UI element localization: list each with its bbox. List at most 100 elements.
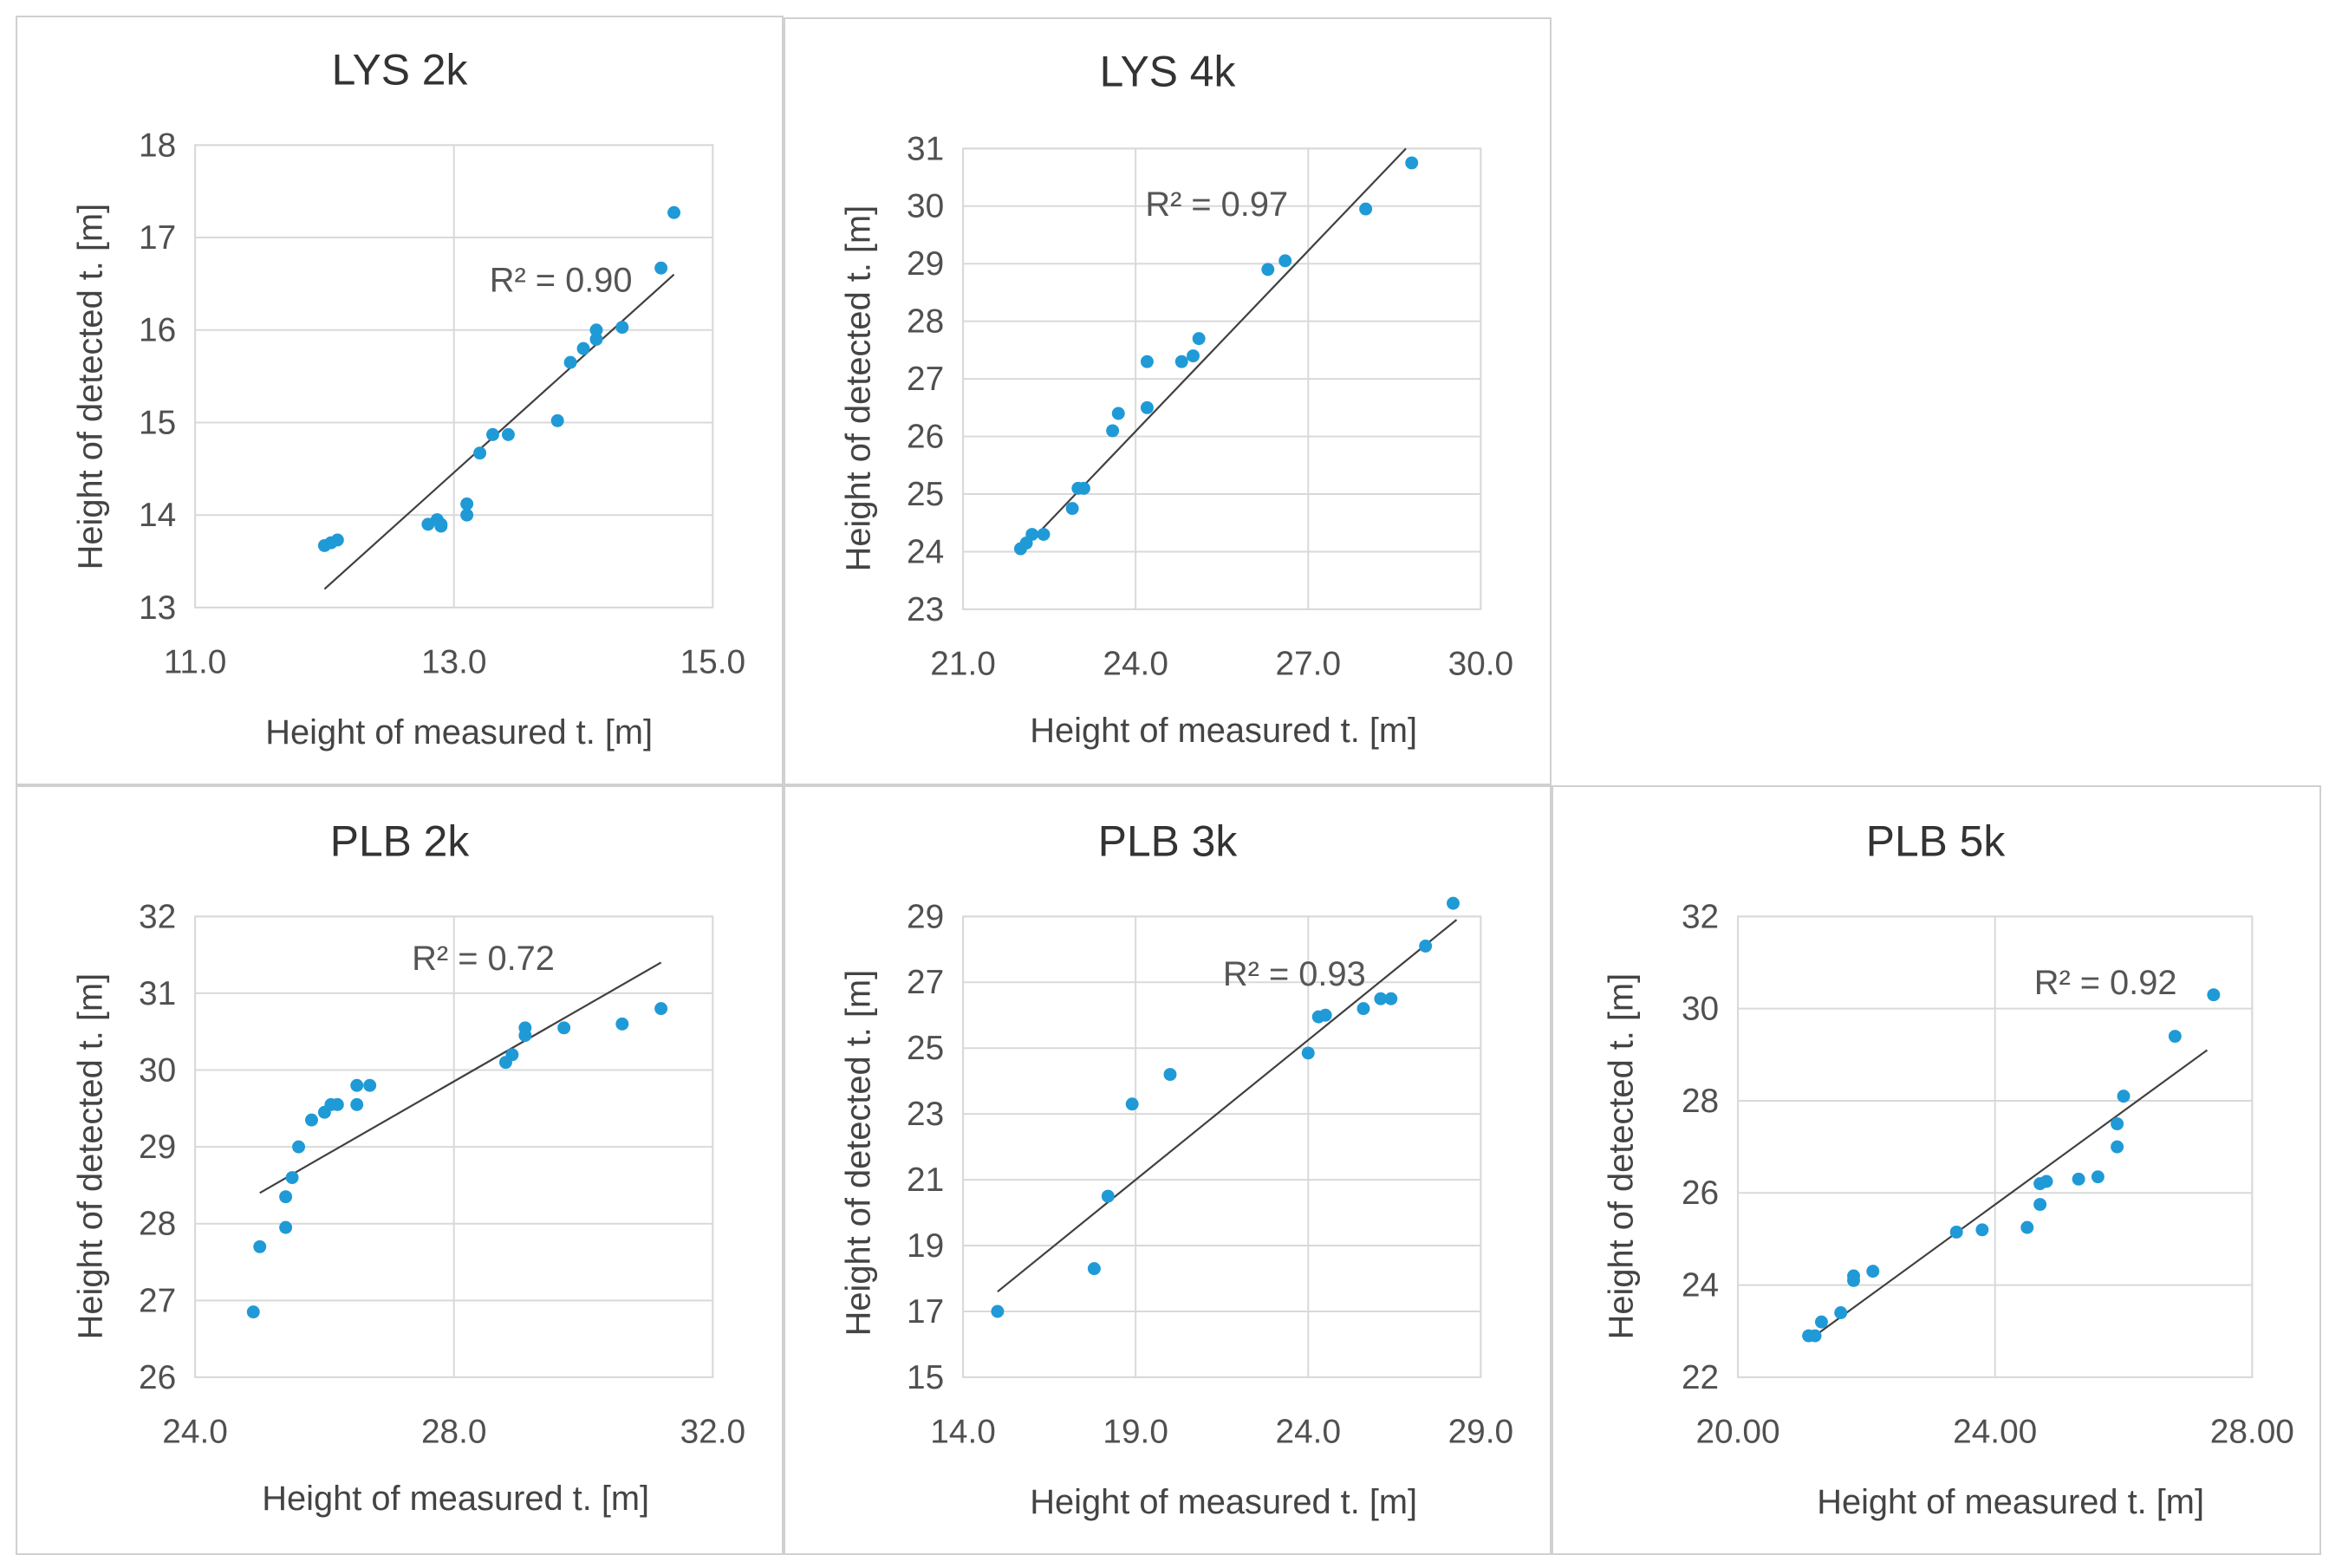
data-point (350, 1097, 364, 1111)
trendline (997, 919, 1458, 1293)
y-tick-label: 25 (907, 1030, 944, 1067)
data-point (505, 1048, 519, 1062)
y-tick-label: 17 (139, 219, 176, 257)
data-point (1187, 349, 1200, 363)
data-point (1447, 896, 1460, 910)
data-point (486, 427, 499, 441)
data-point (292, 1140, 305, 1154)
y-tick-label: 31 (139, 975, 176, 1012)
data-point (1866, 1265, 1880, 1278)
plot-area (962, 896, 1482, 1378)
chart-panel-plb-5k: PLB 5k Height of measured t. [m] Height … (1552, 785, 2321, 1555)
data-point (667, 205, 681, 219)
data-point (246, 1305, 260, 1319)
plot-frame (1737, 915, 2254, 1378)
data-point (279, 1190, 293, 1204)
data-point (1359, 202, 1373, 216)
x-tick-label: 29.0 (1448, 1414, 1514, 1451)
data-point (1814, 1315, 1828, 1329)
data-point (1065, 502, 1079, 516)
data-point (350, 1078, 364, 1092)
x-tick-label: 21.0 (930, 646, 996, 683)
r-squared-label: R² = 0.92 (2034, 964, 2177, 1002)
data-point (434, 519, 448, 533)
data-point (615, 321, 629, 335)
r-squared-label: R² = 0.90 (490, 262, 633, 300)
y-tick-label: 29 (907, 898, 944, 935)
data-point (589, 323, 603, 337)
plot-frame (962, 915, 1482, 1378)
y-tick-label: 27 (139, 1282, 176, 1319)
data-point (285, 1171, 299, 1185)
data-point (615, 1017, 629, 1031)
y-tick-label: 21 (907, 1161, 944, 1199)
data-point (1106, 424, 1120, 438)
y-tick-label: 23 (907, 1096, 944, 1133)
data-point (1301, 1046, 1315, 1060)
data-point (1037, 528, 1051, 541)
x-tick-label: 24.00 (1953, 1414, 2037, 1451)
data-point (2111, 1140, 2124, 1154)
data-point (2111, 1117, 2124, 1131)
r-squared-label: R² = 0.72 (412, 940, 555, 978)
data-point (473, 446, 487, 460)
data-point (2033, 1198, 2047, 1212)
plot-frame (194, 144, 714, 608)
chart-title: PLB 5k (1866, 817, 2006, 866)
x-tick-label: 27.0 (1275, 646, 1341, 683)
y-tick-label: 27 (907, 964, 944, 1001)
y-axis-label: Height of detected t. [m] (840, 205, 878, 572)
x-axis-label: Height of measured t. [m] (1030, 712, 1417, 750)
x-tick-label: 19.0 (1103, 1414, 1168, 1451)
y-tick-label: 32 (1682, 898, 1719, 935)
y-tick-label: 14 (139, 497, 176, 534)
data-point (576, 342, 590, 355)
data-point (253, 1239, 267, 1253)
data-point (2091, 1170, 2105, 1184)
y-axis-label: Height of detected t. [m] (1603, 973, 1641, 1340)
y-tick-label: 22 (1682, 1359, 1719, 1396)
data-point (1808, 1329, 1822, 1343)
y-tick-label: 32 (139, 898, 176, 935)
y-tick-label: 15 (907, 1359, 944, 1396)
data-point (1374, 992, 1388, 1005)
chart-panel-lys-4k: LYS 4k Height of measured t. [m] Height … (784, 17, 1552, 785)
data-point (2040, 1174, 2053, 1188)
data-point (1140, 355, 1154, 368)
x-tick-label: 28.0 (421, 1414, 487, 1451)
y-tick-label: 24 (907, 533, 944, 570)
data-point (501, 427, 515, 441)
data-point (2020, 1220, 2034, 1234)
chart-svg: LYS 4k Height of measured t. [m] Height … (840, 48, 1514, 751)
data-point (1975, 1223, 1989, 1237)
data-point (1847, 1269, 1860, 1283)
data-point (279, 1220, 293, 1234)
x-tick-label: 13.0 (421, 644, 487, 681)
data-point (1025, 528, 1039, 541)
y-tick-label: 26 (139, 1359, 176, 1396)
x-axis-label: Height of measured t. [m] (265, 713, 653, 751)
data-point (2072, 1172, 2085, 1186)
x-tick-label: 24.0 (1103, 646, 1168, 683)
data-point (1405, 156, 1419, 170)
plot-frame (194, 915, 714, 1378)
x-tick-label: 15.0 (680, 644, 746, 681)
y-tick-label: 28 (139, 1206, 176, 1243)
data-point (991, 1304, 1005, 1318)
chart-title: PLB 2k (330, 817, 470, 866)
r-squared-label: R² = 0.97 (1145, 185, 1288, 224)
plot-area (962, 147, 1482, 610)
data-point (589, 332, 603, 346)
x-tick-label: 30.0 (1448, 646, 1514, 683)
y-axis-label: Height of detected t. [m] (840, 970, 878, 1337)
x-tick-label: 24.0 (162, 1414, 228, 1451)
x-tick-label: 28.00 (2210, 1414, 2294, 1451)
data-point (1419, 940, 1433, 953)
x-tick-label: 14.0 (930, 1414, 996, 1451)
y-tick-label: 18 (139, 127, 176, 164)
y-tick-label: 24 (1682, 1267, 1719, 1304)
plot-area (1737, 915, 2254, 1378)
data-point (1101, 1189, 1115, 1203)
y-tick-label: 16 (139, 312, 176, 349)
chart-panel-plb-3k: PLB 3k Height of measured t. [m] Height … (784, 785, 1552, 1555)
